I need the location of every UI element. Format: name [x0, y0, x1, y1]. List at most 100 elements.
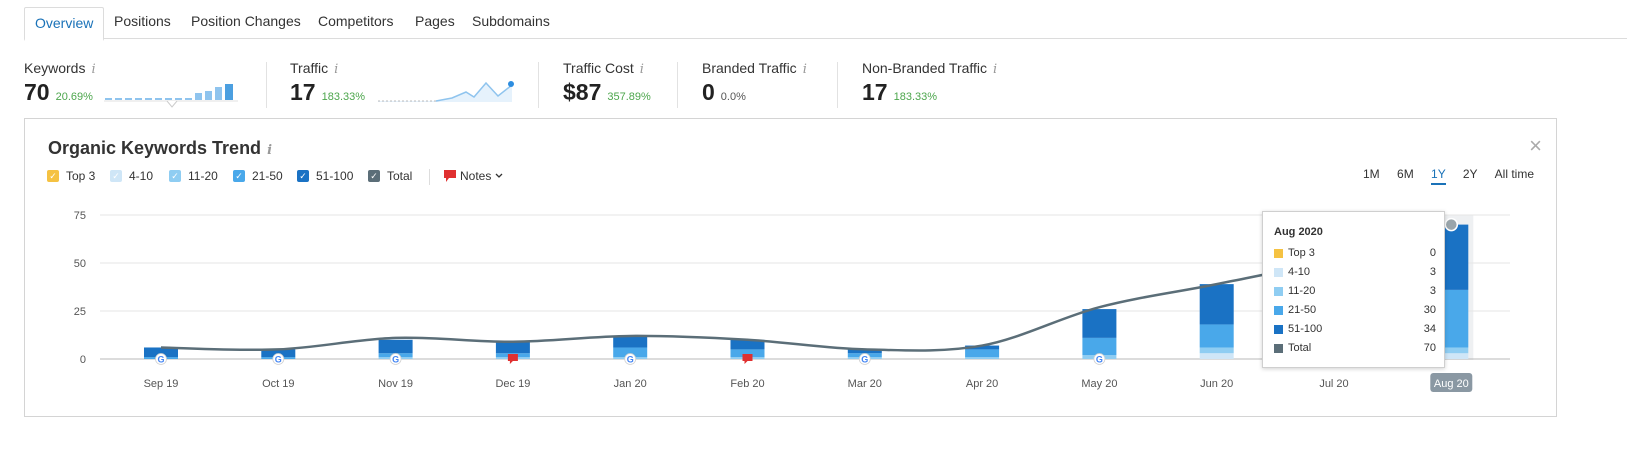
- report-tabs: Overview Positions Position Changes Comp…: [24, 0, 1627, 41]
- chart-tooltip: Aug 2020 Top 3 0 4-10 3 11-20 3 21-50 30 51-…: [1262, 211, 1445, 368]
- tooltip-row: 51-100 34: [1274, 321, 1436, 337]
- y-tick-label: 50: [74, 258, 86, 270]
- legend-4-10[interactable]: ✓ 4-10: [110, 169, 153, 183]
- info-icon[interactable]: i: [639, 62, 644, 77]
- bar-segment: [730, 349, 765, 358]
- metric-nonbranded-traffic[interactable]: Non-Branded Traffic i 17 183.33%: [862, 60, 997, 106]
- metric-divider: [677, 62, 678, 108]
- legend-51-100[interactable]: ✓ 51-100: [297, 169, 353, 183]
- bar-segment: [965, 357, 1000, 359]
- metric-branded-traffic[interactable]: Branded Traffic i 0 0.0%: [702, 60, 807, 106]
- google-update-glyph: G: [275, 355, 282, 365]
- x-tick-label: Dec 19: [495, 378, 530, 390]
- google-update-glyph: G: [392, 355, 399, 365]
- info-icon[interactable]: i: [993, 62, 998, 77]
- tooltip-row: 4-10 3: [1274, 264, 1436, 280]
- range-2y[interactable]: 2Y: [1462, 167, 1478, 181]
- legend-label: 21-50: [252, 169, 283, 183]
- panel-title-text: Organic Keywords Trend: [48, 138, 262, 158]
- traffic-sparkline: [378, 81, 514, 102]
- note-icon: [507, 354, 518, 364]
- bar-segment: [613, 335, 648, 348]
- range-all-time[interactable]: All time: [1494, 167, 1534, 181]
- range-6m[interactable]: 6M: [1397, 167, 1414, 181]
- tooltip-label: Total: [1288, 342, 1312, 354]
- legend-label: 11-20: [188, 169, 218, 183]
- metric-divider: [538, 62, 539, 108]
- legend-label: 4-10: [129, 169, 154, 183]
- x-tick-label: Sep 19: [144, 378, 179, 390]
- metric-nonbranded-change: 183.33%: [893, 91, 938, 103]
- tab-overview[interactable]: Overview: [24, 7, 105, 41]
- tab-pages[interactable]: Pages: [415, 13, 455, 29]
- total-line: [160, 223, 1452, 352]
- legend-label: 51-100: [316, 169, 354, 183]
- metric-traffic-cost-change: 357.89%: [607, 91, 651, 103]
- google-update-icon: [858, 353, 871, 365]
- google-update-glyph: G: [627, 355, 634, 365]
- checkbox-icon: ✓: [297, 170, 309, 182]
- metric-keywords-change: 20.69%: [55, 91, 93, 103]
- metric-keywords-value: 70: [24, 79, 50, 105]
- metric-keywords[interactable]: Keywords i 70 20.69%: [24, 60, 96, 106]
- google-update-icon: [624, 353, 637, 365]
- google-update-glyph: G: [861, 355, 868, 365]
- tooltip-swatch: [1274, 305, 1283, 315]
- close-icon[interactable]: ×: [1529, 133, 1542, 158]
- legend-divider: [429, 169, 430, 185]
- metric-traffic[interactable]: Traffic i 17 183.33%: [290, 60, 365, 106]
- legend-top3[interactable]: ✓ Top 3: [47, 169, 95, 183]
- legend-21-50[interactable]: ✓ 21-50: [233, 169, 283, 183]
- metric-traffic-value: 17: [290, 79, 316, 105]
- tooltip-value: 34: [1423, 323, 1436, 335]
- x-tick-label: May 20: [1081, 378, 1117, 390]
- bar-segment: [1199, 353, 1234, 359]
- tab-positions[interactable]: Positions: [114, 13, 171, 29]
- bar-segment: [965, 349, 1000, 358]
- google-update-icon: [389, 353, 402, 365]
- bar-segment: [1199, 284, 1234, 325]
- x-tick-label: Apr 20: [966, 378, 998, 390]
- info-icon[interactable]: i: [802, 62, 807, 77]
- metric-traffic-label: Traffic: [290, 60, 329, 76]
- checkbox-icon: ✓: [169, 170, 181, 182]
- x-tick-label: Oct 19: [262, 378, 294, 390]
- tooltip-value: 0: [1429, 247, 1436, 259]
- tab-competitors[interactable]: Competitors: [318, 13, 394, 29]
- bar-segment: [730, 339, 765, 350]
- tooltip-value: 70: [1423, 342, 1436, 354]
- tooltip-label: Top 3: [1288, 247, 1315, 259]
- range-1m[interactable]: 1M: [1363, 167, 1380, 181]
- metric-branded-change: 0.0%: [720, 91, 746, 103]
- metric-traffic-cost-label: Traffic Cost: [563, 60, 634, 76]
- x-label-highlight: [1430, 373, 1473, 392]
- legend-label: Top 3: [66, 169, 96, 183]
- bar-segment: [1082, 309, 1117, 338]
- tooltip-label: 11-20: [1288, 285, 1316, 297]
- tooltip-title: Aug 2020: [1274, 226, 1323, 238]
- legend-11-20[interactable]: ✓ 11-20: [169, 169, 218, 183]
- legend-total[interactable]: ✓ Total: [368, 169, 412, 183]
- legend-label: Total: [387, 169, 413, 183]
- tooltip-label: 21-50: [1288, 304, 1317, 316]
- info-icon[interactable]: i: [267, 143, 273, 158]
- notes-dropdown[interactable]: Notes: [443, 169, 504, 183]
- range-1y[interactable]: 1Y: [1431, 167, 1446, 185]
- organic-keywords-trend-panel: Organic Keywords Trend i × ✓ Top 3 ✓ 4-10 ✓…: [24, 118, 1557, 417]
- checkbox-icon: ✓: [368, 170, 380, 182]
- bar-segment: [378, 339, 413, 354]
- metric-traffic-cost[interactable]: Traffic Cost i $87 357.89%: [563, 60, 651, 106]
- tooltip-swatch: [1274, 267, 1283, 277]
- info-icon[interactable]: i: [334, 62, 339, 77]
- tooltip-label: 4-10: [1288, 266, 1311, 278]
- y-tick-label: 75: [74, 210, 86, 222]
- tooltip-row: Total 70: [1274, 340, 1436, 356]
- tab-position-changes[interactable]: Position Changes: [191, 13, 301, 29]
- chevron-down-icon: [495, 173, 503, 178]
- metric-traffic-change: 183.33%: [321, 91, 366, 103]
- info-icon[interactable]: i: [91, 62, 96, 77]
- metric-branded-value: 0: [702, 79, 715, 105]
- tab-subdomains[interactable]: Subdomains: [472, 13, 550, 29]
- x-tick-label: Aug 20: [1434, 378, 1469, 390]
- checkbox-icon: ✓: [233, 170, 245, 182]
